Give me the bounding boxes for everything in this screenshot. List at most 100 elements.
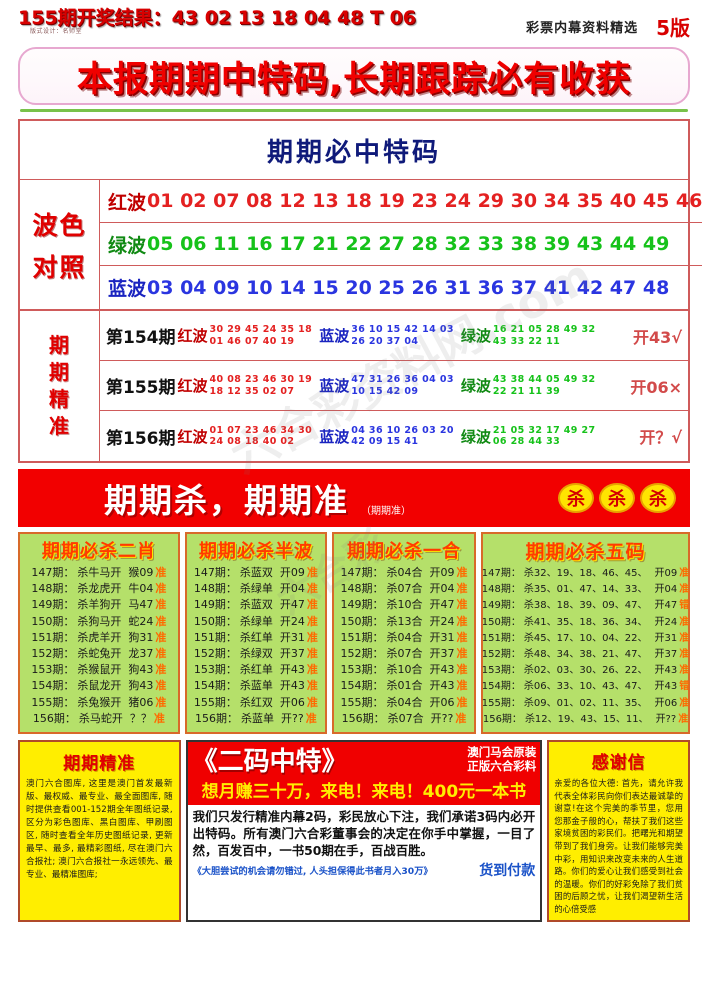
kill-row-open: 开04 <box>429 582 455 596</box>
draw-result-numbers: 43 02 13 18 04 48 T 06 <box>171 7 417 29</box>
kill-banner-circles: 杀 杀 杀 <box>558 483 676 513</box>
group-numbers-red-line1: 30 29 45 24 35 18 <box>209 324 313 335</box>
period-label: 第156期 <box>106 428 176 449</box>
kill-row: 147期： 杀牛马开 猴09 准 <box>23 565 175 581</box>
kill-row: 148期： 杀07合 开04 准 <box>337 581 471 597</box>
kill-row-open: 开37 <box>279 647 305 661</box>
kill-row: 149期： 杀蓝双 开47 准 <box>190 597 322 613</box>
kill-row-mark: 准 <box>306 695 318 709</box>
kill-column-one-sum: 期期必杀一合 147期： 杀04合 开09 准 148期： 杀07合 开04 准 149期： 杀1… <box>331 532 477 735</box>
kill-row-open: 开31 <box>429 630 455 644</box>
ad-footer: 《大胆尝试的机会请勿错过, 人头担保得此书者月入30万》 货到付款 <box>188 859 541 883</box>
kill-row-open: 开43 <box>429 663 455 677</box>
kill-column-half-wave: 期期必杀半波 147期： 杀蓝双 开09 准 148期： 杀绿单 开04 准 149期： 杀蓝双开… <box>184 532 327 735</box>
wave-label-line1: 波色 <box>32 210 87 240</box>
main-table: 期期必中特码 波色 对照 红波 01 02 07 08 12 13 18 19 … <box>18 119 703 463</box>
kill-row: 149期： 杀38、18、39、09、47、 开47 错 <box>482 598 689 614</box>
group-numbers-red-line1: 40 08 23 46 30 19 <box>209 374 313 385</box>
kill-row-period: 152期： <box>340 647 384 661</box>
kill-row-period: 153期： <box>481 665 521 677</box>
period-group-blue: 蓝波 04 36 10 26 03 20 42 09 15 41 <box>319 425 454 448</box>
kill-row: 150期： 杀13合 开24 准 <box>337 614 471 630</box>
period-result: 开？√ <box>639 428 682 447</box>
kill-row-kill: 杀48、34、38、21、47、 <box>523 649 648 661</box>
kill-row-open: 开24 <box>429 614 455 628</box>
kill-row-kill: 杀07合 <box>387 711 424 725</box>
group-numbers-red: 30 29 45 24 35 18 01 46 07 40 19 <box>210 324 313 347</box>
group-numbers-green-line2: 22 21 11 39 <box>492 385 561 397</box>
kill-row-kill: 杀04合 <box>386 566 423 579</box>
ad-badge-line1: 澳门马会原装 <box>467 745 537 760</box>
main-table-title: 期期必中特码 <box>20 121 688 180</box>
kill-row-period: 156期： <box>32 711 76 725</box>
group-numbers-green-line1: 16 21 05 28 49 32 <box>492 324 596 335</box>
kill-row-kill: 杀牛马开 <box>77 566 122 579</box>
group-numbers-blue-line1: 36 10 15 42 14 03 <box>351 324 454 335</box>
kill-row: 150期： 杀绿单 开24 准 <box>190 614 322 630</box>
wave-left-label: 波色 对照 <box>20 180 100 309</box>
wave-numbers-red: 01 02 07 08 12 13 18 19 23 24 29 30 34 3… <box>147 190 703 212</box>
kill-row-period: 156期： <box>341 711 385 725</box>
draw-result-label: 155期开奖结果： <box>18 7 172 29</box>
group-numbers-green: 43 38 44 05 49 32 22 21 11 39 <box>493 374 596 397</box>
group-label-blue: 蓝波 <box>319 377 350 395</box>
kill-row-period: 156期： <box>195 711 239 725</box>
kill-row-kill: 杀13合 <box>386 614 423 628</box>
kill-row-open: 开43 <box>429 679 455 693</box>
kill-row-open: 开?? <box>655 713 677 725</box>
kill-row-open: 牛04 <box>128 582 154 596</box>
group-numbers-blue-line1: 47 31 26 36 04 03 <box>351 374 454 385</box>
kill-row-open: 开04 <box>654 584 678 596</box>
kill-row-mark: 准 <box>155 614 167 628</box>
kill-row-period: 155期： <box>340 695 384 709</box>
kill-row-kill: 杀01合 <box>386 679 423 693</box>
kill-row: 149期： 杀10合 开47 准 <box>337 597 471 613</box>
kill-row-kill: 杀12、19、43、15、11、 <box>524 713 649 725</box>
kill-row: 155期： 杀04合 开06 准 <box>337 695 471 711</box>
kill-row: 148期： 杀35、01、47、14、33、 开04 准 <box>482 582 689 598</box>
period-group-green: 绿波 16 21 05 28 49 32 43 33 22 11 <box>461 324 596 347</box>
kill-row-mark: 准 <box>679 568 690 579</box>
kill-row-period: 149期： <box>481 600 521 612</box>
kill-column-rows: 147期： 杀04合 开09 准 148期： 杀07合 开04 准 149期： 杀10合 开47 准 1… <box>337 565 471 727</box>
kill-row-mark: 准 <box>456 695 468 709</box>
kill-row: 154期： 杀蓝单 开43 准 <box>190 678 322 694</box>
kill-row-open: 开24 <box>654 616 678 628</box>
period-label-line1: 期 <box>49 333 70 357</box>
group-numbers-green-line1: 21 05 32 17 49 27 <box>492 424 596 436</box>
kill-row-period: 154期： <box>340 679 384 693</box>
kill-row-open: 开06 <box>654 697 678 709</box>
group-label-blue: 蓝波 <box>319 327 350 345</box>
kill-column-title: 期期必杀半波 <box>198 541 313 562</box>
headline-text: 本报期期中特码,长期跟踪必有收获 <box>76 59 632 100</box>
group-label-blue: 蓝波 <box>319 427 350 446</box>
kill-row-mark: 准 <box>306 647 318 661</box>
kill-row-mark: 错 <box>679 600 690 612</box>
group-numbers-blue: 36 10 15 42 14 03 26 20 37 04 <box>351 324 454 347</box>
kill-row-mark: 准 <box>306 598 318 612</box>
kill-column-title: 期期必杀二肖 <box>41 541 156 562</box>
kill-row-period: 149期： <box>193 598 237 612</box>
kill-row: 151期： 杀红单 开31 准 <box>190 630 322 646</box>
kill-row-kill: 杀10合 <box>386 598 423 612</box>
kill-row-kill: 杀红双 <box>239 695 273 709</box>
kill-circle-icon: 杀 <box>599 483 635 513</box>
group-numbers-green-line1: 43 38 44 05 49 32 <box>492 374 596 385</box>
kill-row-open: 开43 <box>279 663 305 677</box>
kill-column-two-zodiac: 期期必杀二肖 147期： 杀牛马开 猴09 准 148期： 杀龙虎开 牛04 准 149期： 杀羊… <box>18 532 180 735</box>
kill-row-mark: 准 <box>153 711 165 725</box>
group-numbers-green: 16 21 05 28 49 32 43 33 22 11 <box>493 324 596 347</box>
kill-row-open: 开06 <box>429 695 455 709</box>
group-numbers-blue-line2: 26 20 37 04 <box>351 335 419 347</box>
period-row: 第156期 红波 01 07 23 46 34 30 24 08 18 40 0… <box>100 411 688 461</box>
kill-row: 152期： 杀07合 开37 准 <box>337 646 471 662</box>
kill-row-mark: 准 <box>305 711 317 725</box>
kill-row-open: 狗43 <box>128 663 154 677</box>
period-group-red: 红波 40 08 23 46 30 19 18 12 35 02 07 <box>178 374 313 397</box>
kill-row-mark: 准 <box>155 679 167 693</box>
wave-row-blue: 蓝波 03 04 09 10 14 15 20 25 26 31 36 37 4… <box>100 266 702 309</box>
kill-row-mark: 准 <box>456 598 468 612</box>
kill-row-mark: 准 <box>679 665 690 677</box>
kill-row-mark: 准 <box>155 582 167 596</box>
kill-row-open: 开47 <box>429 598 455 612</box>
